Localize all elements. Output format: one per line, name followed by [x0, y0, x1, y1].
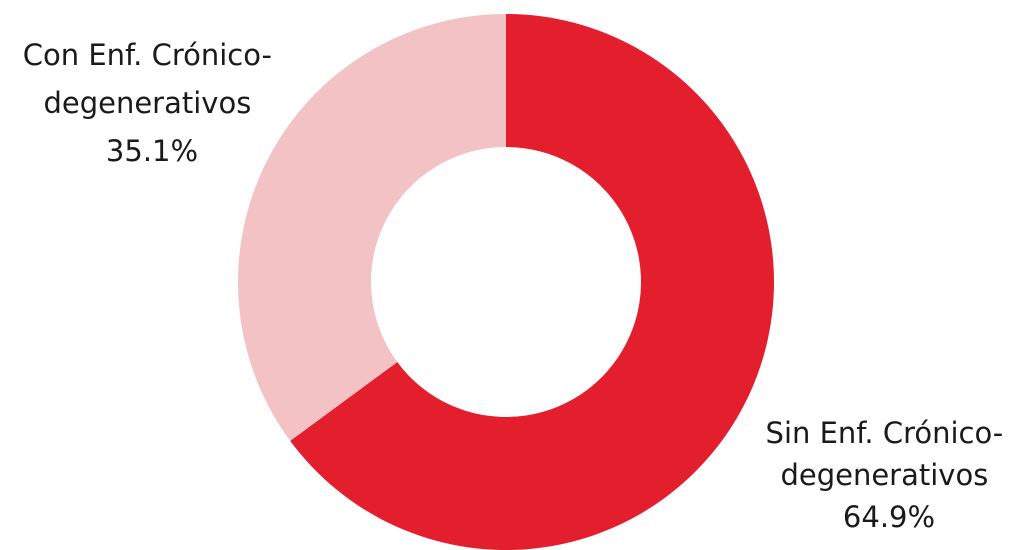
- slice-label-con-line-1: Con Enf. Crónico-: [23, 38, 272, 72]
- slice-value-con: 35.1%: [106, 134, 198, 168]
- slice-label-sin: Sin Enf. Crónico- degenerativos 64.9%: [766, 416, 1013, 534]
- slice-label-sin-line-1: Sin Enf. Crónico-: [766, 416, 1004, 450]
- donut-slices: [238, 14, 774, 550]
- slice-value-sin: 64.9%: [843, 500, 935, 534]
- slice-con: [238, 14, 507, 441]
- slice-label-sin-line-2: degenerativos: [780, 458, 988, 492]
- slice-label-con: Con Enf. Crónico- degenerativos 35.1%: [23, 38, 281, 168]
- slice-label-con-line-2: degenerativos: [43, 86, 251, 120]
- slice-sin: [290, 14, 774, 550]
